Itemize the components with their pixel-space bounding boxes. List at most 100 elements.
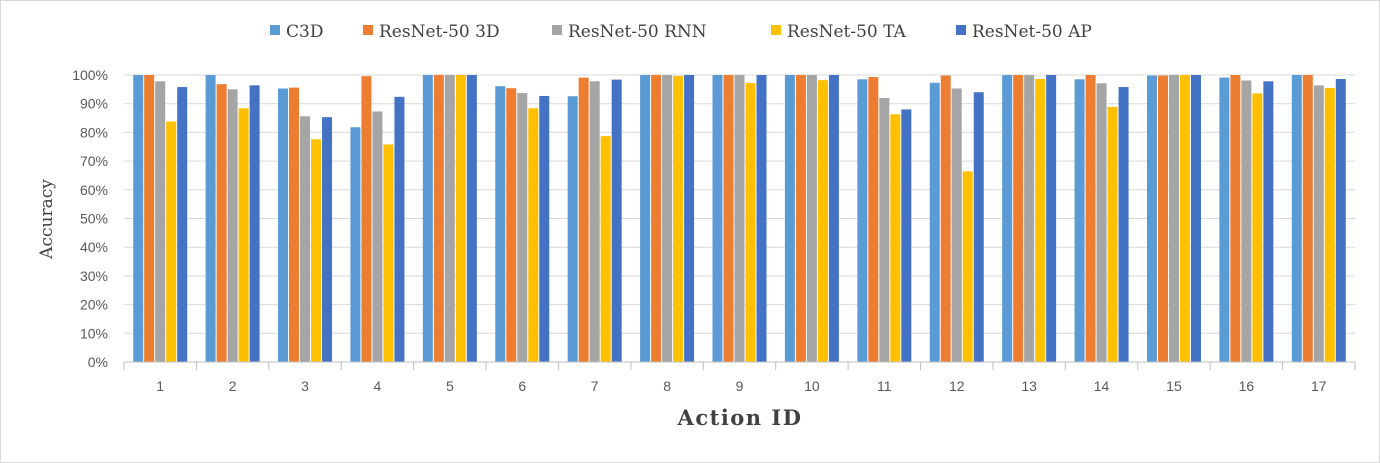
x-tick-label: 10 bbox=[804, 378, 820, 394]
bar bbox=[455, 75, 466, 362]
legend-label: C3D bbox=[286, 22, 323, 42]
bar bbox=[879, 97, 890, 363]
x-tick-label: 4 bbox=[374, 378, 382, 394]
bar bbox=[1118, 87, 1129, 362]
bar bbox=[311, 139, 322, 362]
x-tick-label: 7 bbox=[591, 378, 599, 394]
bar bbox=[962, 171, 973, 362]
bar bbox=[1230, 75, 1241, 362]
bar bbox=[517, 93, 528, 363]
bar bbox=[1179, 75, 1190, 362]
bar bbox=[444, 75, 455, 362]
bar bbox=[828, 75, 839, 362]
y-tick-label: 30% bbox=[80, 268, 108, 284]
bar bbox=[1107, 106, 1118, 363]
bar bbox=[133, 75, 144, 362]
bar bbox=[249, 85, 260, 362]
y-tick-label: 80% bbox=[80, 124, 108, 140]
bar bbox=[289, 87, 300, 363]
y-tick-label: 100% bbox=[72, 67, 108, 83]
bar bbox=[528, 108, 539, 363]
y-axis-title: Accuracy bbox=[37, 179, 57, 260]
bar bbox=[144, 75, 155, 362]
bar bbox=[394, 96, 405, 362]
bar bbox=[1035, 79, 1046, 362]
bar bbox=[155, 81, 166, 363]
bar bbox=[817, 80, 828, 362]
bar bbox=[600, 136, 611, 362]
bar bbox=[890, 114, 901, 362]
bar bbox=[745, 83, 756, 362]
x-tick-label: 6 bbox=[518, 378, 526, 394]
x-tick-label: 16 bbox=[1239, 378, 1255, 394]
bar bbox=[1335, 79, 1346, 362]
x-tick-label: 1 bbox=[156, 378, 164, 394]
bar bbox=[506, 88, 517, 363]
bars bbox=[133, 75, 1346, 363]
bar bbox=[1219, 77, 1230, 362]
bar bbox=[662, 75, 673, 362]
bar bbox=[712, 75, 723, 362]
bar bbox=[177, 87, 188, 362]
bar bbox=[539, 95, 550, 363]
y-tick-label: 0% bbox=[88, 354, 108, 370]
bar bbox=[1263, 81, 1274, 363]
bar bbox=[857, 79, 868, 363]
bar bbox=[651, 75, 662, 362]
legend: C3D ResNet-50 3D ResNet-50 RNN ResNet-50 TA… bbox=[270, 22, 1092, 42]
bar bbox=[940, 75, 951, 362]
legend-label: ResNet-50 AP bbox=[972, 22, 1092, 42]
bar bbox=[1002, 75, 1013, 362]
bar bbox=[578, 77, 589, 362]
bar bbox=[361, 76, 372, 362]
bar bbox=[300, 116, 311, 362]
y-tick-label: 70% bbox=[80, 153, 108, 169]
bar bbox=[495, 86, 506, 363]
bar bbox=[589, 81, 600, 363]
bar bbox=[1146, 75, 1157, 362]
x-tick-label: 12 bbox=[949, 378, 965, 394]
bar bbox=[868, 77, 879, 362]
bar bbox=[350, 127, 361, 362]
bar bbox=[901, 109, 912, 362]
x-axis: 1 2 3 4 5 6 7 8 9 10 11 12 13 14 15 16 17 bbox=[123, 361, 1356, 394]
bar bbox=[973, 92, 984, 362]
bar bbox=[951, 88, 962, 362]
y-tick-label: 90% bbox=[80, 96, 108, 112]
bar bbox=[1302, 75, 1313, 362]
legend-label: ResNet-50 3D bbox=[379, 22, 500, 42]
legend-swatch bbox=[956, 25, 966, 35]
x-tick-label: 11 bbox=[877, 378, 892, 394]
x-tick-label: 3 bbox=[301, 378, 309, 394]
bar bbox=[238, 108, 249, 363]
legend-label: ResNet-50 TA bbox=[787, 22, 907, 42]
bar bbox=[1046, 75, 1057, 362]
bar bbox=[1252, 93, 1263, 363]
y-tick-label: 20% bbox=[80, 297, 108, 313]
bar bbox=[372, 111, 383, 362]
bar bbox=[227, 89, 238, 362]
bar bbox=[806, 75, 817, 362]
bar bbox=[166, 121, 177, 362]
bar bbox=[322, 117, 333, 363]
bar bbox=[205, 75, 216, 362]
x-tick-label: 13 bbox=[1021, 378, 1037, 394]
bar bbox=[1013, 75, 1024, 362]
bar bbox=[1324, 87, 1335, 362]
bar bbox=[795, 75, 806, 362]
x-tick-label: 5 bbox=[446, 378, 454, 394]
bar bbox=[684, 75, 695, 362]
bar bbox=[1096, 83, 1107, 362]
legend-swatch bbox=[552, 25, 562, 35]
x-tick-label: 14 bbox=[1094, 378, 1110, 394]
bar bbox=[723, 75, 734, 362]
bar bbox=[784, 75, 795, 362]
bar bbox=[1074, 79, 1085, 363]
x-tick-label: 15 bbox=[1166, 378, 1182, 394]
bar bbox=[1190, 75, 1201, 362]
bar bbox=[1157, 75, 1168, 362]
bar bbox=[466, 75, 477, 362]
bar bbox=[1291, 75, 1302, 362]
bar bbox=[611, 79, 622, 362]
bar bbox=[433, 75, 444, 362]
